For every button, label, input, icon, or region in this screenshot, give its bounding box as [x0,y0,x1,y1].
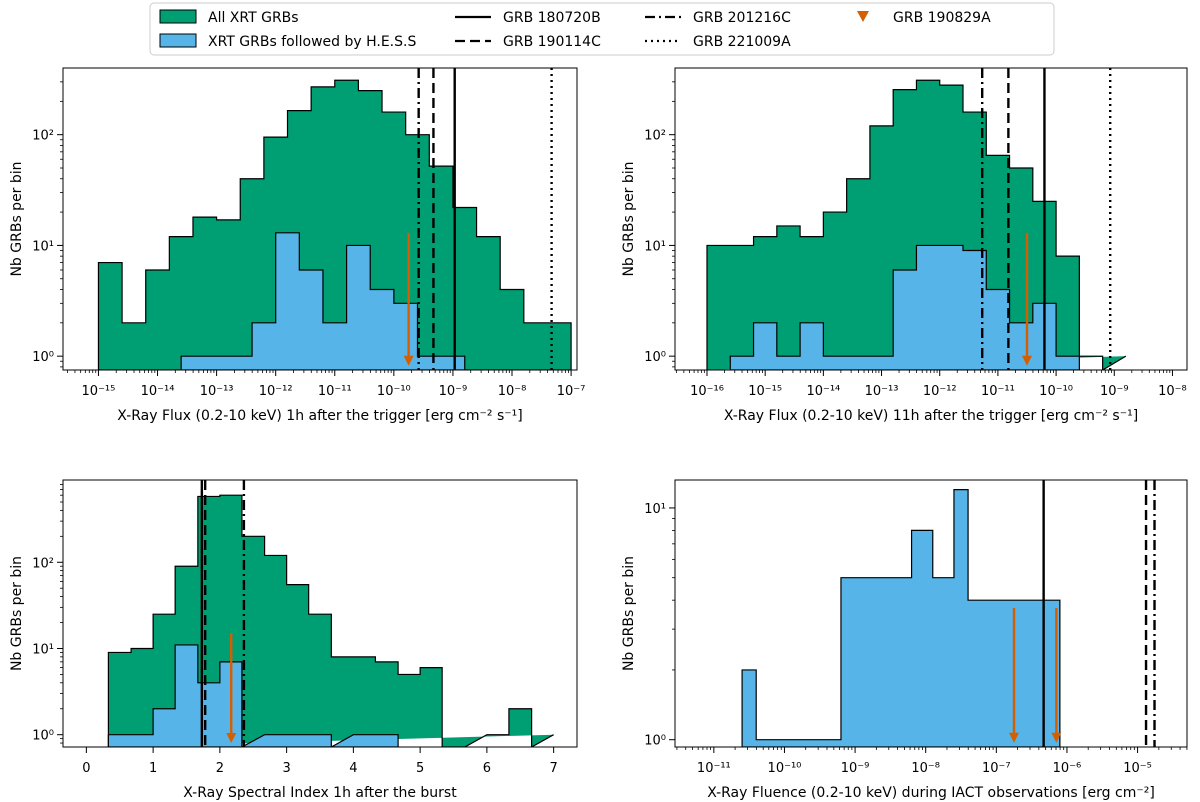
y-axis-label: Nb GRBs per bin [621,556,637,671]
x-tick-label: 10⁻¹⁵ [82,384,116,399]
y-tick-label: 10⁰ [644,734,666,749]
x-tick-label: 10⁻¹⁰ [768,761,802,776]
x-tick-label: 10⁻⁹ [439,384,468,399]
histogram-all [97,79,572,370]
x-tick-label: 10⁻⁷ [982,761,1011,776]
histogram-hess [180,232,466,370]
x-tick-label: 10⁻¹¹ [318,384,352,399]
panel-1: 10⁻¹⁵ 10⁻¹⁴ 10⁻¹³ 10⁻¹² 10⁻¹¹ 10⁻¹⁰ 10⁻⁹ 10⁻⁸ 10… [9,67,586,424]
x-tick-label: 10⁻¹⁰ [1039,384,1073,399]
x-axis-label: X-Ray Fluence (0.2-10 keV) during IACT o… [707,785,1155,801]
y-tick-label: 10² [32,129,54,144]
histogram-all [706,79,1127,370]
plot-area [97,68,572,370]
x-tick-label: 2 [216,761,224,776]
y-tick-label: 10² [644,129,666,144]
legend-marker-icon [857,11,869,22]
x-tick-label: 7 [549,761,557,776]
x-tick-label: 10⁻¹¹ [697,761,731,776]
x-axis-label: X-Ray Flux (0.2-10 keV) 1h after the tri… [117,408,522,424]
x-tick-label: 3 [282,761,290,776]
panels: 10⁻¹⁵ 10⁻¹⁴ 10⁻¹³ 10⁻¹² 10⁻¹¹ 10⁻¹⁰ 10⁻⁹ 10⁻⁸ 10… [9,67,1188,801]
y-tick-label: 10¹ [644,502,666,517]
x-tick-label: 10⁻⁸ [1158,384,1187,399]
x-tick-label: 0 [82,761,90,776]
plot-area [706,68,1127,370]
x-axis-label: X-Ray Spectral Index 1h after the burst [183,785,457,801]
legend: All XRT GRBs XRT GRBs followed by H.E.S.S… [149,2,1055,56]
histogram-hess [729,244,1080,370]
y-tick-label: 10² [32,556,54,571]
x-tick-label: 6 [483,761,491,776]
x-tick-label: 10⁻⁸ [911,761,940,776]
arrow-head-icon [1051,732,1062,743]
x-tick-label: 5 [416,761,424,776]
y-axis-label: Nb GRBs per bin [9,161,25,276]
panel-4: 10⁻¹¹ 10⁻¹⁰ 10⁻⁹ 10⁻⁸ 10⁻⁷ 10⁻⁶ 10⁻⁵ 10⁰ 10¹ X-Ra… [621,479,1188,801]
x-tick-label: 4 [349,761,357,776]
legend-label-1: XRT GRBs followed by H.E.S.S [208,34,416,50]
panel-3: 0 1 2 3 4 5 6 7 10⁰ 10¹ 10² X-Ray Spectral Index 1h… [9,479,578,801]
panel-2: 10⁻¹⁶ 10⁻¹⁵ 10⁻¹⁴ 10⁻¹³ 10⁻¹² 10⁻¹¹ 10⁻¹⁰ 10⁻⁹ 1… [621,67,1188,424]
legend-swatch-1 [159,33,197,48]
y-tick-label: 10¹ [644,239,666,254]
axes-frame [62,67,578,371]
arrow-head-icon [403,355,414,366]
x-tick-label: 10⁻⁶ [1053,761,1082,776]
x-tick-label: 10⁻¹² [259,384,293,399]
x-tick-label: 10⁻⁵ [1123,761,1152,776]
x-tick-label: 10⁻¹³ [200,384,234,399]
x-tick-label: 10⁻⁸ [498,384,527,399]
y-tick-label: 10⁰ [32,729,54,744]
legend-frame [149,2,1055,56]
legend-label-3: GRB 190114C [503,34,601,50]
y-tick-label: 10¹ [32,239,54,254]
y-axis-label: Nb GRBs per bin [9,556,25,671]
arrow-head-icon [1022,355,1032,366]
x-tick-label: 10⁻¹⁶ [690,384,724,399]
plot-area [741,480,1156,747]
legend-swatch-0 [159,9,197,24]
x-tick-label: 10⁻⁹ [1100,384,1129,399]
arrow-head-icon [226,733,237,744]
y-tick-label: 10⁰ [644,350,666,365]
hist-bin [1079,356,1102,370]
legend-label-5: GRB 221009A [693,34,791,50]
legend-label-4: GRB 201216C [693,10,791,26]
x-tick-label: 10⁻¹⁵ [748,384,782,399]
axes-frame [62,479,578,748]
histogram-hess [741,488,1061,747]
x-tick-label: 10⁻¹² [923,384,957,399]
y-tick-label: 10¹ [32,642,54,657]
hist-bin [487,735,509,747]
x-axis-label: X-Ray Flux (0.2-10 keV) 11h after the tr… [724,408,1138,424]
plot-area [107,480,554,747]
legend-label-6: GRB 190829A [893,10,991,26]
x-tick-label: 10⁻¹¹ [981,384,1015,399]
arrow-head-icon [1008,732,1019,743]
axes-frame [674,479,1188,748]
y-axis-label: Nb GRBs per bin [621,161,637,276]
histogram-hess [107,644,399,747]
legend-label-2: GRB 180720B [503,10,601,26]
y-tick-label: 10⁰ [32,350,54,365]
x-tick-label: 10⁻¹⁰ [377,384,411,399]
x-tick-label: 10⁻⁷ [557,384,586,399]
legend-label-0: All XRT GRBs [208,10,299,26]
x-tick-label: 10⁻¹⁴ [141,384,175,399]
x-tick-label: 10⁻⁹ [841,761,870,776]
x-tick-label: 10⁻¹³ [865,384,899,399]
x-tick-label: 1 [149,761,157,776]
x-tick-label: 10⁻¹⁴ [806,384,840,399]
